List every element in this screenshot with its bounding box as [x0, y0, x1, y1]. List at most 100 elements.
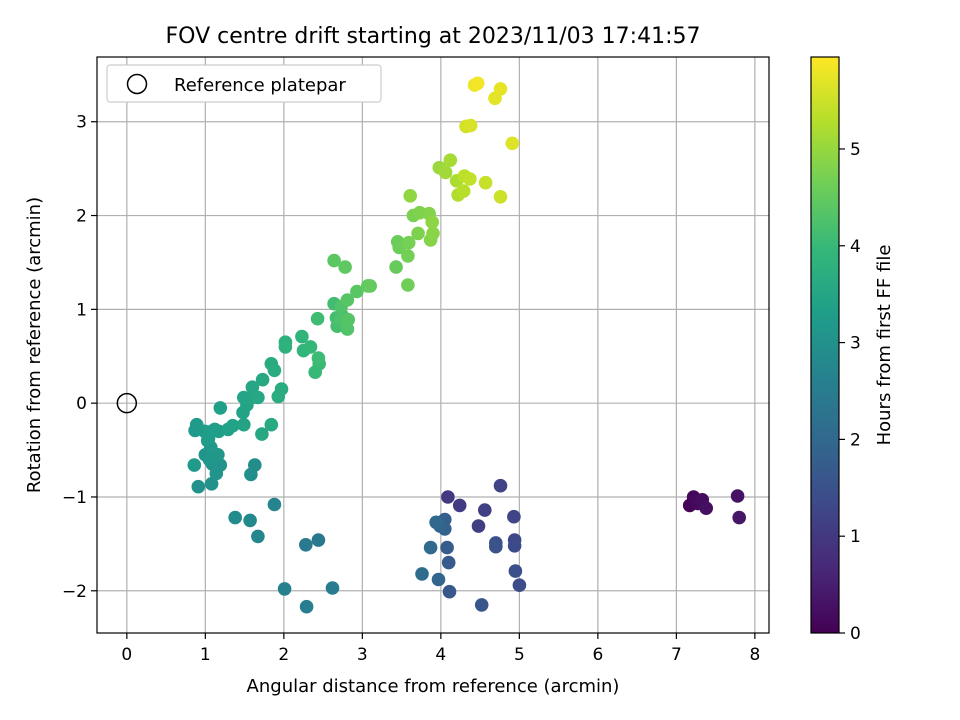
scatter-point	[278, 340, 293, 354]
scatter-point	[440, 540, 454, 555]
scatter-point	[505, 136, 520, 151]
scatter-point	[401, 249, 415, 263]
colorbar-tick-label: 1	[850, 527, 861, 547]
colorbar-label: Hours from first FF file	[874, 245, 895, 446]
scatter-point	[512, 578, 527, 592]
x-tick-label: 1	[200, 645, 211, 665]
scatter-point	[299, 599, 314, 614]
scatter-point	[508, 564, 523, 578]
scatter-point	[187, 458, 202, 472]
scatter-point	[245, 380, 260, 395]
scatter-point	[274, 382, 289, 396]
scatter-point	[423, 540, 438, 555]
colorbar-tick-label: 3	[850, 334, 861, 354]
scatter-point	[438, 165, 453, 180]
y-axis-label: Rotation from reference (arcmin)	[24, 197, 45, 493]
scatter-point	[730, 489, 745, 503]
scatter-point	[310, 311, 325, 326]
x-axis-label: Angular distance from reference (arcmin)	[247, 676, 620, 697]
scatter-point	[429, 515, 443, 530]
colorbar-tick-label: 5	[850, 140, 861, 160]
x-tick-label: 3	[357, 645, 368, 665]
scatter-point	[303, 340, 318, 354]
x-tick-label: 7	[671, 645, 682, 665]
scatter-point	[431, 572, 446, 587]
data-points	[187, 76, 746, 614]
scatter-point	[463, 172, 477, 186]
scatter-point	[478, 175, 493, 190]
scatter-point	[226, 418, 240, 433]
scatter-point	[311, 351, 326, 365]
reference-platepar-marker	[116, 392, 138, 414]
scatter-point	[267, 497, 282, 512]
scatter-point	[415, 567, 429, 581]
scatter-point	[699, 501, 713, 515]
x-tick-label: 5	[514, 645, 525, 665]
scatter-point	[327, 253, 341, 268]
scatter-point	[264, 417, 279, 432]
scatter-point	[493, 82, 508, 96]
chart-title: FOV centre drift starting at 2023/11/03 …	[166, 24, 701, 49]
scatter-point	[255, 372, 270, 387]
y-tick-label: 3	[76, 113, 87, 133]
legend: Reference platepar	[106, 64, 382, 103]
scatter-point	[209, 466, 224, 481]
x-tick-label: 8	[749, 645, 760, 665]
y-tick-label: −1	[62, 488, 87, 508]
scatter-point	[340, 293, 355, 307]
scatter-point	[191, 479, 206, 494]
scatter-point	[350, 284, 364, 299]
scatter-point	[471, 519, 486, 533]
scatter-point	[443, 153, 458, 167]
colorbar-tick-label: 4	[850, 237, 861, 257]
scatter-point	[243, 513, 257, 528]
scatter-point	[452, 498, 467, 513]
scatter-point	[456, 184, 471, 198]
scatter-point	[277, 582, 292, 596]
scatter-point	[507, 509, 521, 524]
legend-label: Reference platepar	[174, 75, 346, 96]
scatter-point	[732, 510, 746, 525]
x-tick-label: 6	[592, 645, 603, 665]
scatter-point	[251, 529, 265, 544]
colorbar	[810, 56, 840, 634]
scatter-point	[426, 226, 440, 241]
scatter-point	[401, 278, 415, 292]
scatter-point	[255, 427, 269, 441]
y-tick-label: 2	[76, 207, 87, 227]
plot-frame	[96, 56, 770, 634]
scatter-point	[295, 329, 309, 344]
y-axis-ticks: −2 −1 0 1 2 3	[62, 113, 97, 602]
y-tick-label: −2	[62, 582, 87, 602]
scatter-point	[251, 390, 265, 405]
scatter-point	[299, 538, 313, 552]
scatter-point	[470, 76, 485, 91]
scatter-point	[474, 598, 489, 612]
scatter-point	[213, 401, 228, 415]
scatter-point	[489, 539, 503, 554]
scatter-point	[411, 226, 425, 241]
scatter-point	[441, 490, 455, 504]
scatter-point	[244, 467, 258, 482]
colorbar-ticks: 0 1 2 3 4 5	[839, 140, 861, 644]
scatter-point	[389, 260, 403, 274]
scatter-point	[325, 581, 340, 595]
scatter-point	[311, 533, 326, 547]
scatter-point	[425, 215, 440, 229]
scatter-point	[493, 190, 508, 204]
scatter-point	[401, 235, 416, 250]
scatter-point	[442, 584, 457, 599]
scatter-point	[204, 477, 219, 491]
scatter-point	[478, 503, 492, 517]
scatter-point	[507, 539, 522, 553]
scatter-point	[267, 363, 282, 378]
scatter-point	[463, 118, 478, 133]
scatter-point	[228, 510, 242, 525]
scatter-point	[338, 260, 352, 274]
scatter-point	[237, 417, 251, 432]
legend-box	[106, 64, 382, 103]
y-tick-label: 1	[76, 300, 87, 320]
scatter-point	[341, 312, 356, 327]
x-tick-label: 2	[278, 645, 289, 665]
